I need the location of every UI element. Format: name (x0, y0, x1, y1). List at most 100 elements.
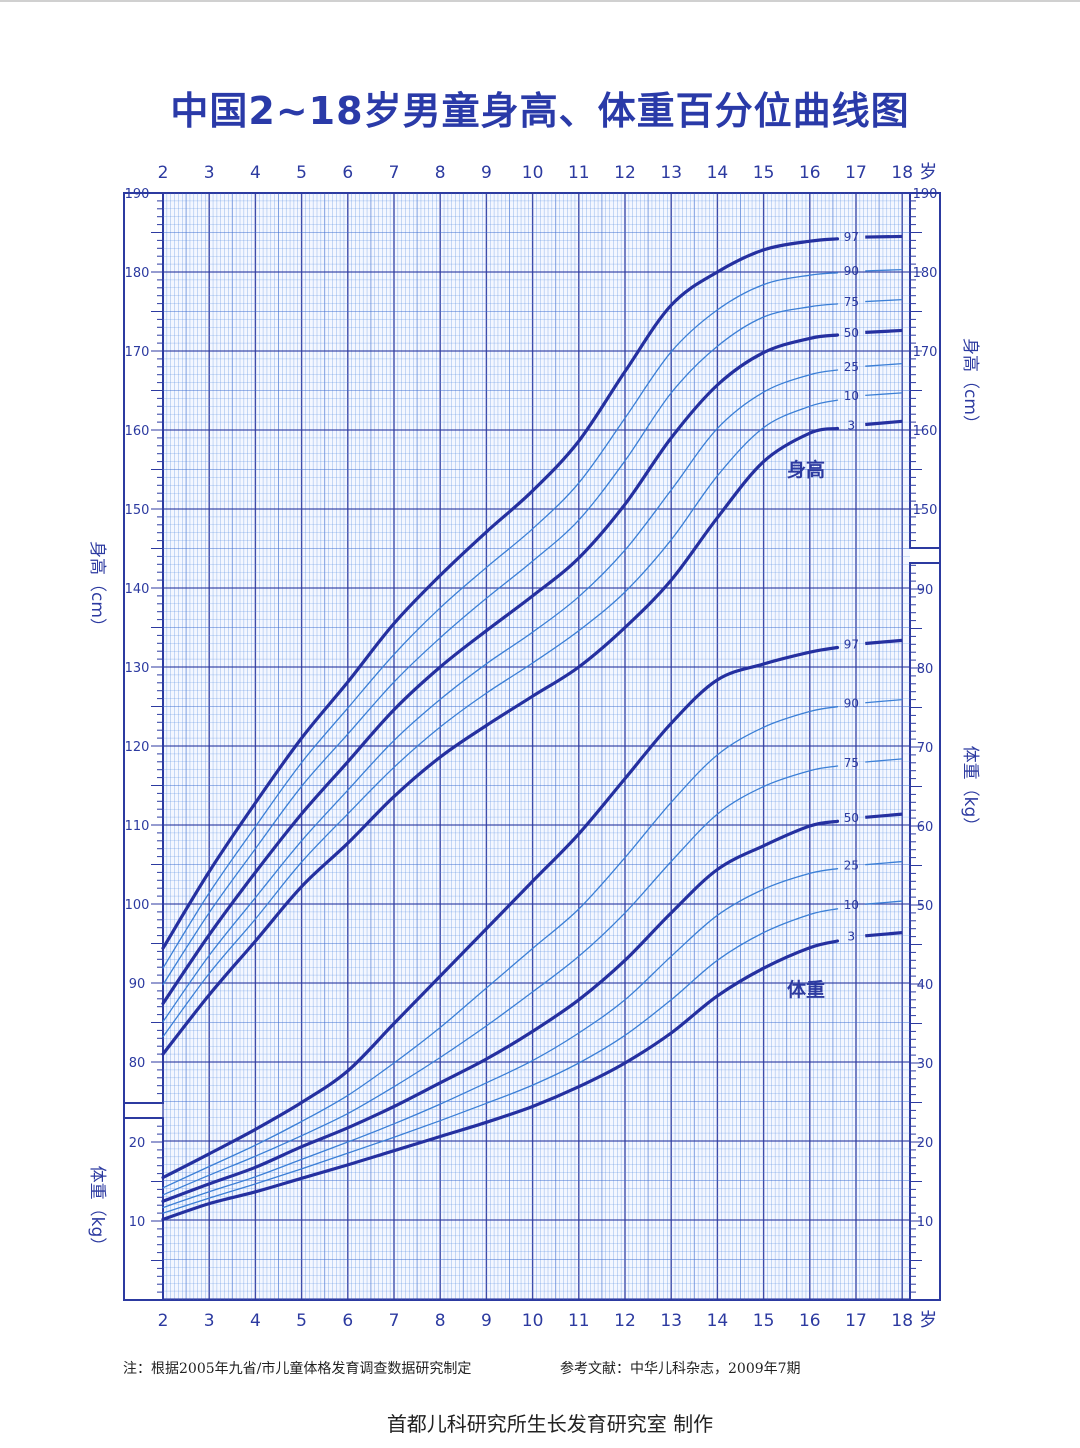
age-unit-top: 岁 (919, 162, 937, 183)
weight-axis-title-right: 体重（kg） (960, 746, 980, 835)
height-tick-left: 130 (125, 661, 150, 676)
height-tick-right: 160 (913, 424, 938, 439)
weight-curve-tail-p90 (865, 698, 903, 704)
age-tick-bottom: 14 (707, 1311, 729, 1331)
age-tick-bottom: 8 (435, 1311, 446, 1331)
age-tick-bottom: 3 (204, 1311, 215, 1331)
weight-tick-right: 90 (917, 583, 934, 598)
height-curve-p97 (161, 237, 840, 950)
weight-percentile-label-p3: 3 (848, 930, 856, 944)
height-percentile-label-p10: 10 (844, 389, 859, 403)
height-tick-left: 110 (125, 819, 150, 834)
weight-curve-tail-p75 (865, 758, 903, 763)
weight-tick-right: 50 (917, 899, 934, 914)
age-tick-top: 5 (296, 163, 307, 183)
tick-labels: 2 2 3 3 4 4 5 5 6 6 7 7 8 8 9 9 10 10 11 11 12 12 13 13 14 14 15 15… (87, 162, 980, 1331)
height-tick-right: 190 (913, 187, 938, 202)
weight-percentile-label-p97: 97 (844, 637, 859, 651)
top-border (0, 0, 1080, 2)
weight-curve-p75 (162, 765, 839, 1196)
weight-tick-right: 30 (917, 1057, 934, 1072)
age-tick-top: 17 (845, 163, 867, 183)
height-tick-left: 170 (125, 345, 150, 360)
height-curve-tail-p90 (865, 268, 903, 272)
height-curve-tail-p50 (865, 328, 903, 334)
age-tick-bottom: 12 (614, 1311, 636, 1331)
age-tick-bottom: 13 (660, 1311, 682, 1331)
weight-panel-label: 体重 (787, 978, 825, 1001)
height-percentile-label-p97: 97 (844, 230, 859, 244)
height-curve-tail-p10 (865, 392, 903, 397)
age-tick-bottom: 6 (342, 1311, 353, 1331)
percentile-curves (161, 234, 903, 1221)
age-tick-top: 6 (342, 163, 353, 183)
height-curve-p3 (161, 426, 840, 1056)
credit-line: 首都儿科研究所生长发育研究室 制作 (386, 1412, 714, 1436)
age-tick-top: 4 (250, 163, 261, 183)
age-tick-bottom: 7 (389, 1311, 400, 1331)
height-tick-right: 150 (913, 503, 938, 518)
height-tick-right: 180 (913, 266, 938, 281)
age-tick-bottom: 16 (799, 1311, 821, 1331)
age-tick-top: 16 (799, 163, 821, 183)
weight-curve-tail-p10 (865, 900, 903, 905)
age-tick-top: 7 (389, 163, 400, 183)
height-curve-p10 (162, 399, 839, 1038)
weight-curve-tail-p3 (865, 931, 903, 938)
height-tick-left: 190 (125, 187, 150, 202)
weight-curve-tail-p97 (865, 638, 903, 646)
footnote-note: 注：根据2005年九省/市儿童体格发育调查数据研究制定 (123, 1361, 472, 1377)
weight-curve-p3 (161, 939, 840, 1221)
height-tick-left: 90 (129, 977, 146, 992)
height-curve-p25 (162, 369, 839, 1023)
weight-curve-p90 (162, 706, 839, 1189)
right-weight-scale-box (909, 562, 941, 1301)
weight-percentile-label-p50: 50 (844, 811, 859, 825)
height-curve-tail-p3 (865, 419, 903, 427)
height-tick-left: 140 (125, 582, 150, 597)
chart-title: 中国2~18岁男童身高、体重百分位曲线图 (170, 89, 910, 133)
height-tick-left: 120 (125, 740, 150, 755)
age-tick-top: 10 (522, 163, 544, 183)
age-tick-bottom: 4 (250, 1311, 261, 1331)
weight-curve-tail-p50 (865, 812, 903, 819)
weight-curve-p97 (161, 645, 840, 1180)
weight-curve-p50 (161, 819, 840, 1203)
age-tick-top: 12 (614, 163, 636, 183)
weight-percentile-label-p90: 90 (844, 697, 859, 711)
age-tick-top: 3 (204, 163, 215, 183)
height-percentile-label-p50: 50 (844, 326, 859, 340)
weight-tick-right: 40 (917, 978, 934, 993)
height-tick-left: 160 (125, 424, 150, 439)
height-percentile-label-p3: 3 (848, 418, 856, 432)
age-tick-top: 18 (891, 163, 913, 183)
weight-percentile-label-p75: 75 (844, 756, 859, 770)
height-curve-tail-p97 (865, 234, 903, 239)
weight-tick-left: 20 (129, 1136, 146, 1151)
weight-curve-p10 (162, 908, 839, 1214)
height-axis-title-left: 身高（cm） (87, 541, 107, 635)
height-tick-left: 150 (125, 503, 150, 518)
height-axis-title-right: 身高（cm） (960, 338, 980, 432)
height-curve-p75 (162, 303, 839, 986)
height-tick-left: 100 (125, 898, 150, 913)
weight-axis-title-left: 体重（kg） (87, 1166, 107, 1255)
height-curve-p90 (162, 272, 839, 969)
weight-percentile-label-p25: 25 (844, 859, 859, 873)
height-panel-label: 身高 (787, 458, 825, 481)
age-tick-top: 11 (568, 163, 590, 183)
age-tick-bottom: 2 (158, 1311, 169, 1331)
weight-tick-right: 10 (917, 1215, 934, 1230)
age-tick-top: 14 (707, 163, 729, 183)
age-tick-bottom: 5 (296, 1311, 307, 1331)
weight-tick-right: 60 (917, 820, 934, 835)
weight-tick-right: 70 (917, 741, 934, 756)
weight-tick-right: 20 (917, 1136, 934, 1151)
weight-tick-right: 80 (917, 662, 934, 677)
age-tick-bottom: 15 (753, 1311, 775, 1331)
height-curve-p50 (161, 333, 840, 1006)
age-tick-bottom: 17 (845, 1311, 867, 1331)
height-curve-tail-p25 (865, 362, 903, 367)
